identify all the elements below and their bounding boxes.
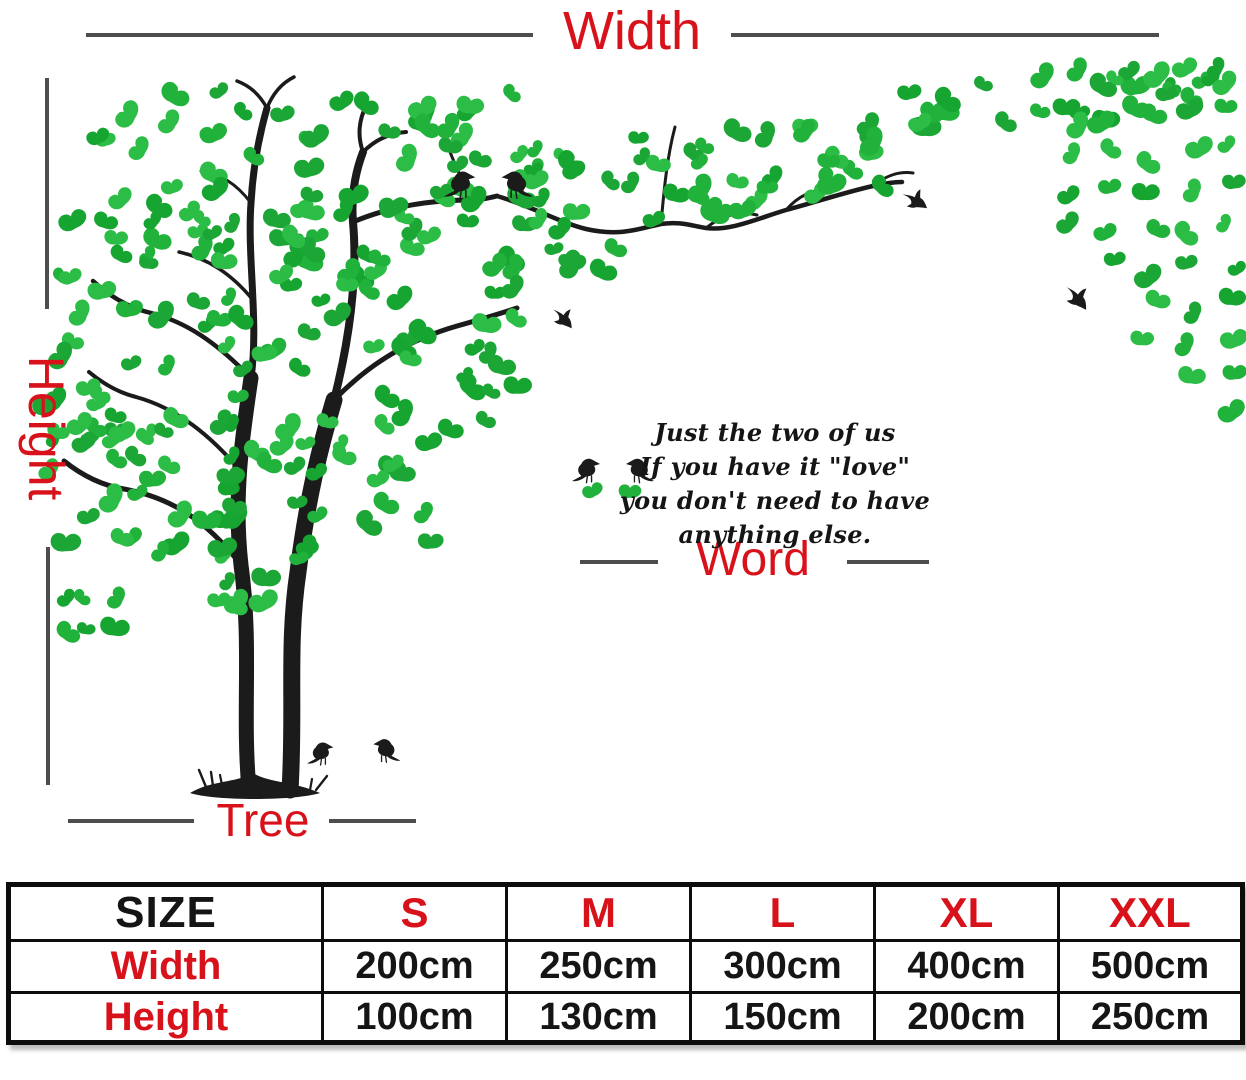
tree-label-line-right [329,819,416,823]
height-row-label: Height [7,991,324,1044]
word-label: Word [696,533,810,586]
tree-wall-decal-illustration [29,54,1246,799]
height-value-xl: 200cm [873,991,1060,1044]
grass-tufts [197,768,329,792]
ground-bird-icon [306,741,335,766]
height-dimension-line-bottom [46,547,50,785]
size-table: SIZE S M L XL XXL Width 200cm 250cm 300c… [6,882,1245,1045]
height-dimension-line-top [45,78,49,309]
size-table-width-row: Width 200cm 250cm 300cm 400cm 500cm [7,939,1244,994]
height-value-xxl: 250cm [1057,991,1244,1044]
width-value-xxl: 500cm [1057,939,1244,994]
size-table-header-l: L [689,883,876,942]
tree-label: Tree [216,794,310,846]
width-dimension-line-right [731,33,1159,37]
tree-label-line-left [68,819,194,823]
height-value-s: 100cm [321,991,508,1044]
word-label-line-left [580,560,658,564]
height-dimension-label: Height [18,355,74,501]
size-table-header-xl: XL [873,883,1060,942]
flying-bird-icon [902,188,928,212]
quote-line: you don't need to have anything else. [619,486,931,549]
quote-line: If you have it "love" [639,452,911,481]
width-dimension-label: Width [562,1,702,61]
quote-line: Just the two of us [654,418,896,447]
width-value-s: 200cm [321,939,508,994]
height-value-m: 130cm [505,991,692,1044]
size-table-header-m: M [505,883,692,942]
width-row-label: Width [7,939,324,994]
size-table-header-s: S [321,883,508,942]
width-dimension-line-left [86,33,533,37]
ground-bird-icon [372,738,402,763]
flying-bird-icon [550,306,575,329]
flying-bird-icon [1062,284,1091,310]
width-value-m: 250cm [505,939,692,994]
tree-leaves [29,54,1246,648]
size-table-height-row: Height 100cm 130cm 150cm 200cm 250cm [7,991,1244,1044]
size-table-header-xxl: XXL [1057,883,1244,942]
width-value-xl: 400cm [873,939,1060,994]
size-table-header-size: SIZE [7,883,324,942]
width-value-l: 300cm [689,939,876,994]
decal-quote: Just the two of us If you have it "love"… [595,416,955,552]
size-table-header-row: SIZE S M L XL XXL [7,883,1244,942]
tree-base-mound [190,773,320,799]
word-label-line-right [847,560,929,564]
height-value-l: 150cm [689,991,876,1044]
